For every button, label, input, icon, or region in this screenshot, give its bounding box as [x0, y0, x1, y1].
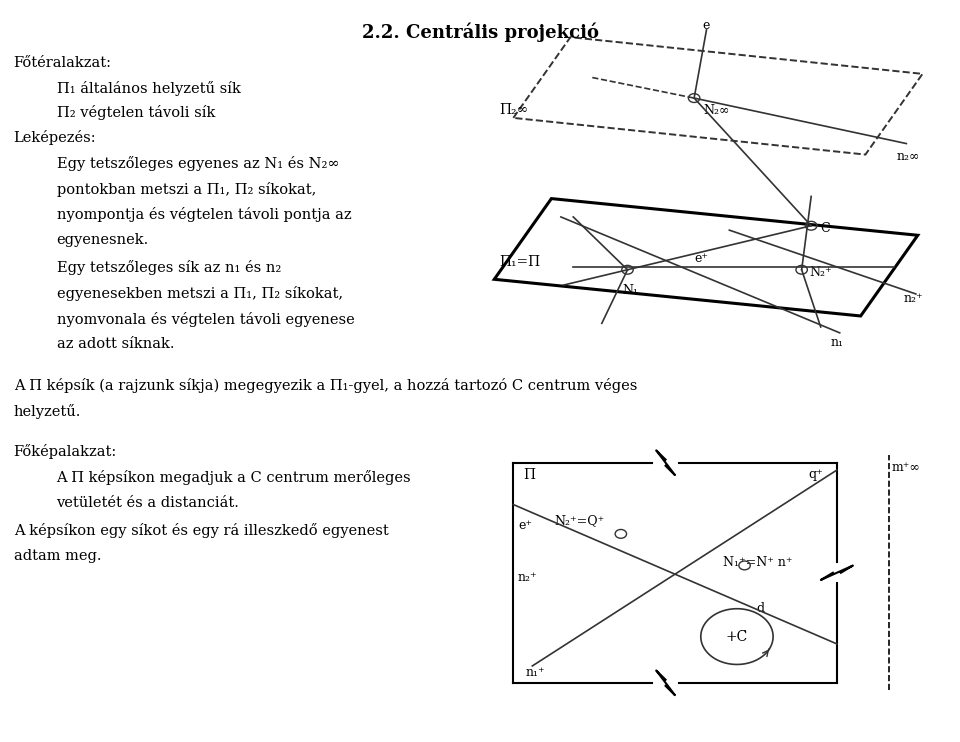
Text: nyompontja és végtelen távoli pontja az: nyompontja és végtelen távoli pontja az [57, 208, 351, 223]
Text: az adott síknak.: az adott síknak. [57, 338, 174, 351]
Text: Π₁=Π: Π₁=Π [499, 255, 540, 269]
Text: Π₂ végtelen távoli sík: Π₂ végtelen távoli sík [57, 105, 215, 120]
Text: Főtéralakzat:: Főtéralakzat: [13, 56, 111, 70]
Text: Egy tetszőleges sík az n₁ és n₂: Egy tetszőleges sík az n₁ és n₂ [57, 260, 280, 275]
Text: Főképalakzat:: Főképalakzat: [13, 444, 117, 459]
Text: e⁺: e⁺ [518, 519, 532, 532]
Text: egyenesekben metszi a Π₁, Π₂ síkokat,: egyenesekben metszi a Π₁, Π₂ síkokat, [57, 286, 343, 301]
Text: A Π képsíkon megadjuk a C centrum merőleges: A Π képsíkon megadjuk a C centrum merőle… [57, 470, 411, 485]
Text: d: d [756, 602, 764, 615]
Text: n₁: n₁ [830, 336, 843, 349]
Text: n₂⁺: n₂⁺ [903, 292, 924, 305]
Text: egyenesnek.: egyenesnek. [57, 233, 149, 247]
Text: q⁺: q⁺ [808, 468, 823, 481]
Text: N₁⁺=N⁺ n⁺: N₁⁺=N⁺ n⁺ [723, 556, 792, 569]
Text: adtam meg.: adtam meg. [13, 548, 101, 562]
Text: A képsíkon egy síkot és egy rá illeszkedő egyenest: A képsíkon egy síkot és egy rá illeszked… [13, 523, 389, 538]
Text: e: e [703, 19, 710, 32]
Text: N₁: N₁ [623, 284, 638, 298]
Text: N₂⁺: N₂⁺ [809, 266, 832, 279]
Text: nyomvonala és végtelen távoli egyenese: nyomvonala és végtelen távoli egyenese [57, 312, 354, 326]
Text: vetületét és a distanciát.: vetületét és a distanciát. [57, 496, 239, 510]
Text: m⁺∞: m⁺∞ [891, 461, 920, 473]
Text: Π: Π [523, 468, 535, 482]
Text: Π₂∞: Π₂∞ [499, 103, 528, 117]
Text: Leképezés:: Leképezés: [13, 131, 96, 145]
Text: e⁺: e⁺ [694, 252, 708, 265]
Text: Egy tetszőleges egyenes az N₁ és N₂∞: Egy tetszőleges egyenes az N₁ és N₂∞ [57, 156, 339, 171]
Text: N₂⁺=Q⁺: N₂⁺=Q⁺ [554, 514, 605, 527]
Text: A Π képsík (a rajzunk síkja) megegyezik a Π₁-gyel, a hozzá tartozó C centrum vég: A Π képsík (a rajzunk síkja) megegyezik … [13, 378, 637, 393]
Text: N₂∞: N₂∞ [704, 104, 730, 117]
Text: Π₁ általános helyzetű sík: Π₁ általános helyzetű sík [57, 81, 240, 96]
Text: helyzetű.: helyzetű. [13, 404, 81, 419]
Text: pontokban metszi a Π₁, Π₂ síkokat,: pontokban metszi a Π₁, Π₂ síkokat, [57, 182, 316, 197]
Text: 2.2. Centrális projekció: 2.2. Centrális projekció [362, 22, 598, 42]
Text: C: C [821, 222, 830, 235]
Text: n₁⁺: n₁⁺ [526, 666, 545, 679]
Text: +C̄: +C̄ [726, 630, 748, 643]
Text: n₂∞: n₂∞ [897, 151, 921, 163]
Text: n₂⁺: n₂⁺ [518, 571, 538, 583]
Polygon shape [494, 199, 918, 316]
